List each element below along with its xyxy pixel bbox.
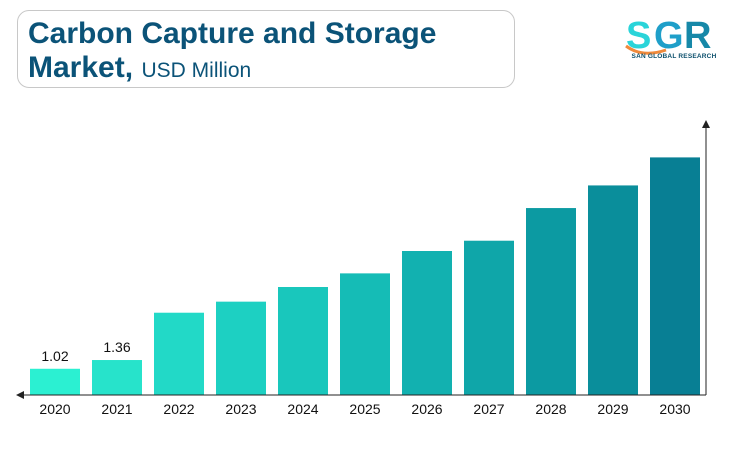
x-tick-label-2024: 2024 — [287, 401, 318, 417]
bars-group — [30, 157, 700, 395]
bar-2025 — [340, 273, 390, 395]
bar-2022 — [154, 312, 204, 395]
logo-letter-g: G — [654, 15, 684, 57]
x-tick-label-2026: 2026 — [411, 401, 442, 417]
x-tick-label-2025: 2025 — [349, 401, 380, 417]
x-axis-arrow-icon — [16, 391, 24, 399]
data-label-2020: 1.02 — [41, 348, 68, 364]
x-tick-label-2028: 2028 — [535, 401, 566, 417]
x-tick-label-2029: 2029 — [597, 401, 628, 417]
y-axis-arrow-icon — [702, 120, 710, 128]
chart-title-line2: Market, USD Million — [28, 51, 251, 85]
bar-2026 — [402, 251, 452, 395]
logo-swoosh-icon — [625, 44, 667, 55]
bar-2030 — [650, 157, 700, 395]
x-tick-label-2027: 2027 — [473, 401, 504, 417]
labels-group: 2020 1.02 2021 1.36 2022 2023 2024 2025 2026 2027… — [39, 339, 690, 417]
bar-2028 — [526, 208, 576, 395]
data-label-2021: 1.36 — [103, 339, 130, 355]
logo-letter-r: R — [684, 15, 711, 57]
x-tick-label-2030: 2030 — [659, 401, 690, 417]
logo-letter-s: S — [626, 15, 651, 57]
sgr-logo: S G R — [625, 15, 711, 57]
bar-2020 — [30, 368, 80, 395]
bar-2027 — [464, 240, 514, 395]
bar-2023 — [216, 301, 266, 395]
axes-group — [16, 120, 710, 399]
x-tick-label-2021: 2021 — [101, 401, 132, 417]
chart-unit: USD Million — [141, 59, 252, 82]
bar-2029 — [588, 185, 638, 395]
chart-title-market: Market, — [28, 51, 134, 84]
bar-2021 — [92, 360, 142, 395]
bar-2024 — [278, 287, 328, 395]
logo-subtitle: SAN GLOBAL RESEARCH — [631, 53, 717, 60]
x-tick-label-2020: 2020 — [39, 401, 70, 417]
title-box: Carbon Capture and Storage Market, USD M… — [17, 10, 515, 88]
chart-title: Carbon Capture and Storage — [28, 17, 437, 50]
x-tick-label-2022: 2022 — [163, 401, 194, 417]
x-tick-label-2023: 2023 — [225, 401, 256, 417]
